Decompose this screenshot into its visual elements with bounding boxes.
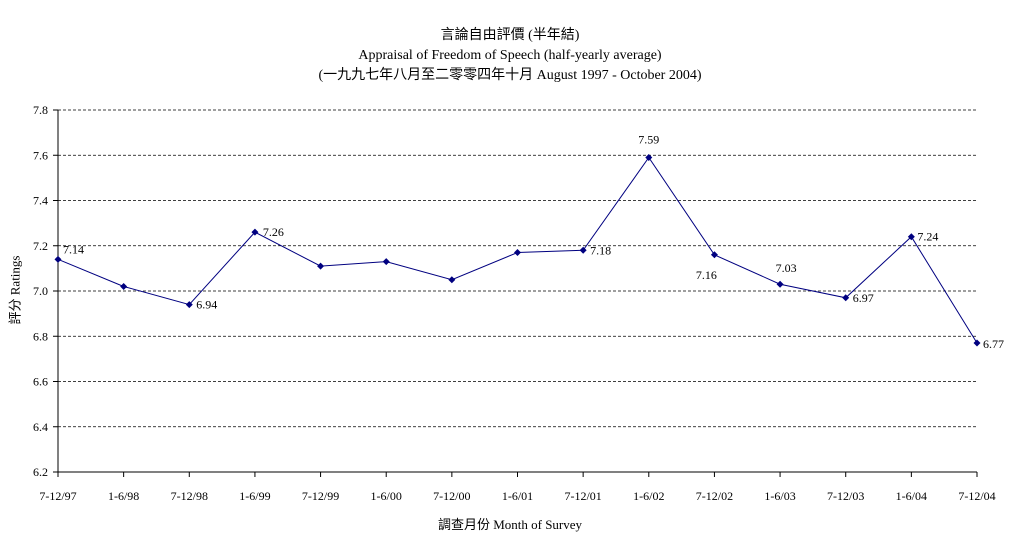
x-tick-label: 7-12/02 [696, 489, 733, 503]
data-label: 7.59 [638, 133, 659, 147]
x-tick-label: 1-6/01 [502, 489, 533, 503]
data-point [120, 282, 128, 290]
x-tick-label: 7-12/97 [39, 489, 76, 503]
data-point [54, 255, 62, 263]
y-tick-label: 7.2 [33, 239, 48, 253]
x-tick-label: 7-12/04 [958, 489, 995, 503]
y-axis-label: 評分 Ratings [7, 255, 23, 325]
data-label: 6.94 [196, 298, 217, 312]
x-tick-label: 7-12/99 [302, 489, 339, 503]
y-tick-label: 7.0 [33, 284, 48, 298]
x-tick-label: 7-12/01 [564, 489, 601, 503]
data-label: 7.14 [63, 242, 84, 256]
data-point [448, 276, 456, 284]
x-tick-label: 1-6/03 [764, 489, 795, 503]
data-point [514, 249, 521, 257]
data-point [185, 301, 193, 309]
data-point [842, 294, 850, 302]
chart-title-block: 言論自由評價 (半年結) Appraisal of Freedom of Spe… [0, 26, 1020, 86]
data-label: 7.26 [263, 225, 284, 239]
y-tick-label: 7.8 [33, 103, 48, 117]
data-label: 6.97 [853, 291, 874, 305]
data-label: 7.18 [590, 243, 611, 257]
chart-title-english: Appraisal of Freedom of Speech (half-yea… [358, 48, 662, 63]
data-point [973, 339, 981, 347]
y-tick-label: 6.6 [33, 375, 48, 389]
x-tick-label: 1-6/02 [633, 489, 664, 503]
data-point [907, 233, 915, 241]
x-tick-label: 7-12/00 [433, 489, 470, 503]
x-tick-label: 1-6/99 [239, 489, 270, 503]
x-tick-label: 7-12/03 [827, 489, 864, 503]
data-point [251, 228, 259, 236]
data-label: 7.16 [696, 268, 717, 282]
x-tick-label: 1-6/00 [371, 489, 402, 503]
data-point [317, 262, 325, 270]
data-point [710, 251, 718, 259]
x-tick-label: 1-6/04 [896, 489, 927, 503]
data-point [579, 246, 587, 254]
y-tick-label: 7.4 [33, 194, 48, 208]
chart-title-chinese: 言論自由評價 (半年結) [440, 28, 580, 43]
data-point [645, 154, 653, 162]
data-label: 7.24 [917, 230, 938, 244]
x-tick-label: 7-12/98 [171, 489, 208, 503]
data-point [776, 280, 784, 288]
y-tick-label: 6.8 [33, 329, 48, 343]
y-tick-label: 6.4 [33, 420, 48, 434]
y-tick-label: 7.6 [33, 148, 48, 162]
y-tick-label: 6.2 [33, 465, 48, 479]
chart-subtitle: (一九九七年八月至二零零四年十月 August 1997 - October 2… [318, 68, 702, 83]
data-label: 6.77 [983, 337, 1004, 351]
data-point [382, 258, 390, 266]
x-axis-label: 調查月份 Month of Survey [437, 517, 583, 532]
data-label: 7.03 [776, 261, 797, 275]
x-tick-label: 1-6/98 [108, 489, 139, 503]
